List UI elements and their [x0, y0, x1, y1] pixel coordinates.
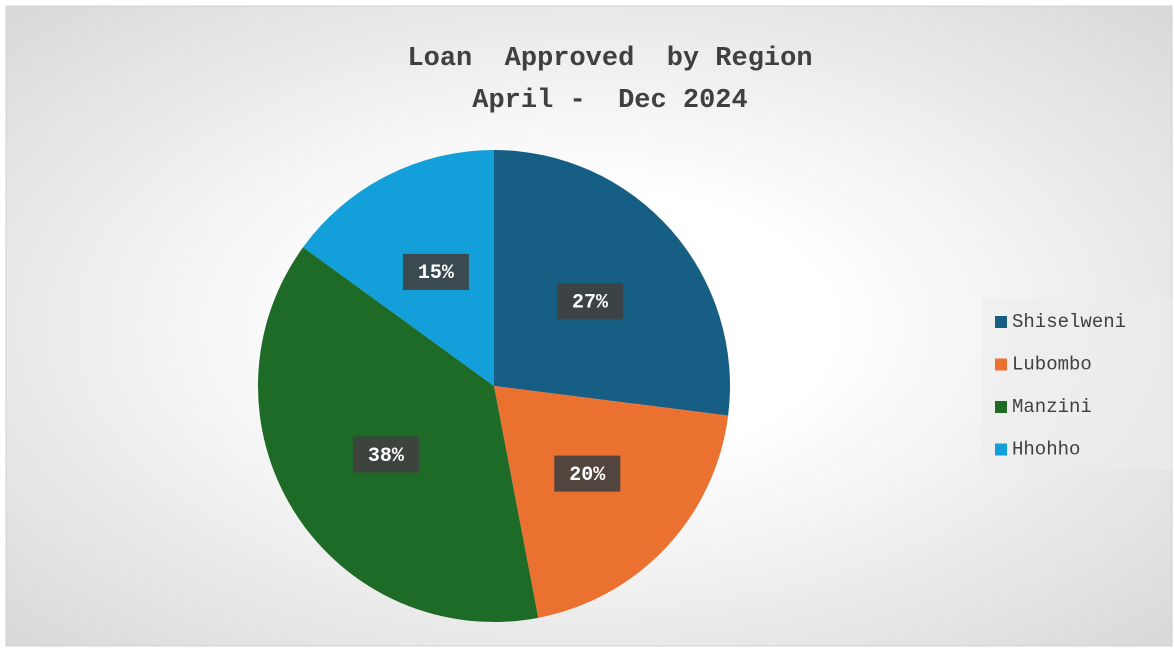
chart-title: April - Dec 2024 [472, 86, 747, 116]
pie-slice [258, 247, 539, 622]
pie-slice [303, 150, 494, 386]
data-label: 27% [572, 292, 609, 315]
legend-label: Shiselweni [1012, 311, 1126, 333]
data-label: 38% [368, 445, 405, 468]
legend-label: Manzini [1012, 396, 1092, 418]
pie-slice [494, 150, 730, 416]
legend-background [982, 298, 1172, 470]
data-label: 15% [418, 262, 455, 285]
data-label: 20% [569, 464, 606, 487]
legend-swatch [995, 358, 1007, 371]
chart-title: Loan Approved by Region [407, 44, 812, 74]
legend-swatch [995, 401, 1007, 413]
data-label-box [402, 253, 469, 290]
data-label-box [352, 436, 419, 473]
data-label-box [557, 283, 624, 320]
legend-swatch [995, 443, 1007, 456]
legend-label: Hhohho [1012, 439, 1080, 461]
data-label-box [554, 455, 621, 492]
legend-swatch [995, 316, 1007, 328]
legend-label: Lubombo [1012, 354, 1092, 376]
pie-slice [494, 386, 729, 618]
